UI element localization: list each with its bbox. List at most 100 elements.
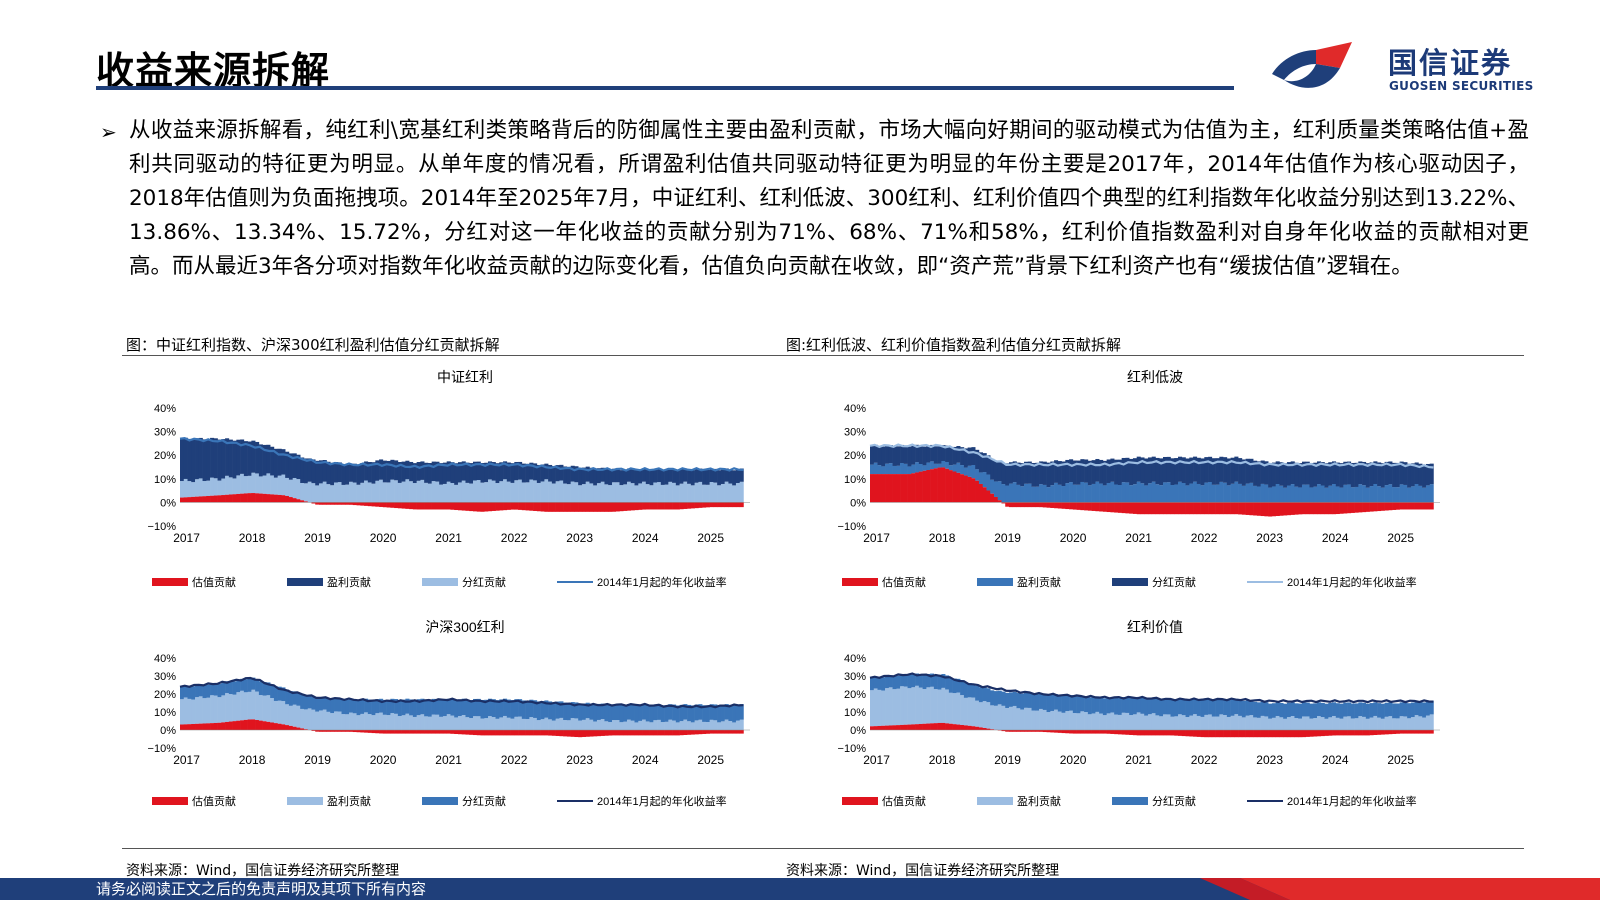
stack-bar-盈利贡献 [1245, 483, 1250, 503]
stack-bar-盈利贡献 [563, 720, 568, 730]
stack-bar-盈利贡献 [1016, 484, 1021, 503]
stack-bar-分红贡献 [1347, 702, 1352, 717]
stack-bar-分红贡献 [604, 704, 609, 722]
valuation-bar [1283, 730, 1288, 738]
stack-bar-分红贡献 [903, 445, 908, 464]
valuation-bar [642, 730, 647, 736]
valuation-bar [183, 497, 188, 503]
stack-bar-盈利贡献 [270, 698, 275, 723]
valuation-bar [1369, 502, 1374, 512]
x-tick-label: 2017 [173, 531, 200, 545]
stack-bar-盈利贡献 [1008, 483, 1014, 503]
stack-bar-盈利贡献 [630, 469, 635, 484]
stack-bar-盈利贡献 [337, 462, 342, 483]
stack-bar-盈利贡献 [334, 462, 339, 483]
valuation-bar [360, 730, 365, 733]
stack-bar-分红贡献 [1290, 461, 1295, 485]
stack-bar-盈利贡献 [469, 718, 474, 730]
valuation-bar [1136, 730, 1141, 736]
stack-bar-盈利贡献 [1347, 484, 1352, 503]
stack-bar-分红贡献 [578, 703, 583, 721]
x-tick-label: 2023 [566, 531, 593, 545]
stack-bar-分红贡献 [926, 673, 931, 688]
stack-bar-分红贡献 [623, 484, 628, 503]
stack-bar-盈利贡献 [1324, 718, 1329, 730]
stack-bar-盈利贡献 [627, 719, 632, 730]
y-tick-label: 10% [844, 707, 866, 719]
stack-bar-盈利贡献 [1147, 483, 1153, 503]
valuation-bar [330, 730, 335, 732]
stack-bar-分红贡献 [236, 475, 241, 494]
valuation-bar [709, 502, 714, 508]
stack-bar-分红贡献 [334, 698, 339, 712]
valuation-bar [660, 502, 665, 510]
valuation-bar [198, 723, 203, 730]
valuation-bar [551, 502, 556, 512]
valuation-bar [1234, 730, 1239, 738]
stack-bar-分红贡献 [525, 482, 530, 503]
stack-bar-分红贡献 [1343, 702, 1348, 717]
stack-bar-分红贡献 [251, 472, 256, 494]
stack-bar-分红贡献 [559, 701, 564, 718]
stack-bar-分红贡献 [457, 482, 463, 503]
stack-bar-分红贡献 [503, 479, 508, 503]
valuation-bar [510, 502, 515, 510]
legend-label: 2014年1月起的年化收益率 [1287, 794, 1417, 808]
stack-bar-盈利贡献 [375, 460, 380, 481]
valuation-bar [495, 730, 500, 736]
valuation-bar [593, 730, 598, 737]
stack-bar-分红贡献 [997, 690, 1002, 705]
stack-bar-分红贡献 [900, 674, 905, 687]
stack-bar-分红贡献 [217, 480, 222, 496]
stack-bar-分红贡献 [1271, 462, 1276, 487]
stack-bar-盈利贡献 [881, 690, 886, 726]
valuation-bar [529, 502, 534, 511]
valuation-bar [191, 723, 196, 730]
stack-bar-分红贡献 [982, 453, 987, 473]
stack-bar-分红贡献 [1422, 464, 1427, 488]
valuation-bar [213, 722, 218, 730]
footer-accent-icon [1200, 878, 1600, 900]
chart-hongli-dibo: 红利低波 40% 30% 20% 10% 0% −10% 2017 2018 2019 2020 20… [830, 368, 1470, 613]
valuation-bar [518, 502, 523, 510]
stack-bar-盈利贡献 [1144, 485, 1149, 503]
valuation-bar [956, 472, 961, 503]
valuation-bar [1117, 730, 1122, 735]
valuation-bar [491, 730, 496, 736]
stack-bar-盈利贡献 [1320, 485, 1325, 503]
stack-bar-分红贡献 [1027, 461, 1032, 484]
valuation-bar [514, 502, 519, 510]
stack-bar-分红贡献 [435, 481, 440, 503]
stack-bar-分红贡献 [397, 700, 402, 717]
stack-bar-分红贡献 [555, 701, 560, 719]
stack-bar-盈利贡献 [544, 717, 549, 730]
stack-bar-盈利贡献 [382, 460, 387, 483]
valuation-bar [1125, 502, 1130, 514]
stack-bar-盈利贡献 [401, 461, 406, 482]
stack-bar-盈利贡献 [1309, 487, 1314, 503]
valuation-bar [1162, 502, 1168, 515]
stack-bar-盈利贡献 [232, 440, 237, 479]
stack-bar-盈利贡献 [945, 461, 950, 469]
valuation-bar [1027, 502, 1032, 508]
stack-bar-分红贡献 [873, 444, 878, 463]
stack-bar-盈利贡献 [649, 470, 654, 486]
stack-bar-盈利贡献 [255, 441, 260, 474]
stack-bar-分红贡献 [687, 483, 692, 503]
stack-bar-盈利贡献 [694, 720, 699, 730]
stack-bar-盈利贡献 [251, 689, 256, 720]
stack-bar-盈利贡献 [1170, 485, 1175, 503]
stack-bar-盈利贡献 [1249, 715, 1254, 730]
x-tick-label: 2017 [863, 531, 890, 545]
valuation-bar [1155, 730, 1160, 736]
valuation-bar [881, 474, 886, 503]
stack-bar-盈利贡献 [243, 441, 248, 477]
valuation-bar [1256, 502, 1261, 516]
stack-bar-盈利贡献 [1373, 715, 1378, 730]
stack-bar-盈利贡献 [933, 689, 938, 724]
stack-bar-分红贡献 [288, 691, 293, 706]
valuation-bar [900, 474, 905, 503]
stack-bar-分红贡献 [1249, 700, 1254, 716]
valuation-bar [1159, 730, 1164, 736]
stack-bar-分红贡献 [649, 705, 654, 723]
